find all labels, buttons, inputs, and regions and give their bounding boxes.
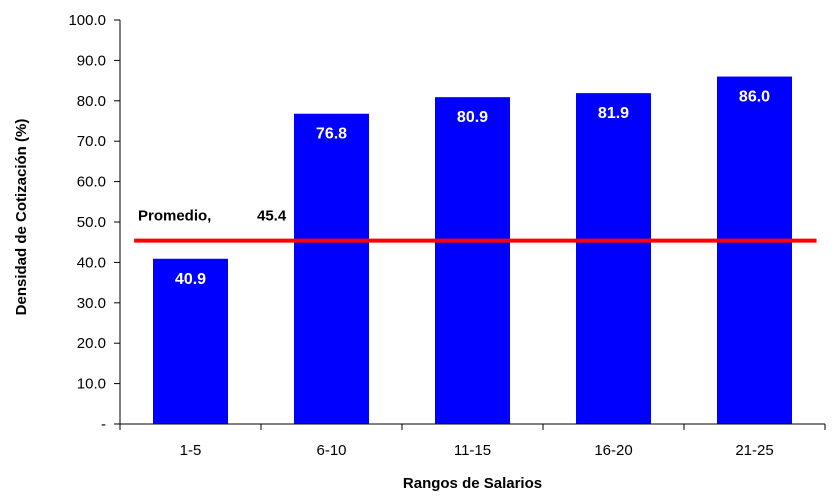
- bar: [717, 76, 792, 424]
- y-tick-label: 30.0: [77, 295, 106, 312]
- average-label: Promedio,: [138, 208, 211, 225]
- bar: [153, 258, 228, 424]
- y-tick-label: 10.0: [77, 376, 106, 393]
- bar: [576, 93, 651, 425]
- y-axis-ticks: - 10.0 20.0 30.0 40.0 50.0 60.0 70.0 80.0 90.0 100…: [68, 12, 120, 433]
- y-tick-label: 70.0: [77, 133, 106, 150]
- y-axis-title: Densidad de Cotización (%): [13, 119, 30, 316]
- bars-group: [153, 76, 792, 425]
- bar: [294, 113, 369, 424]
- data-label: 81.9: [598, 105, 629, 122]
- data-labels-group: 40.9 76.8 80.9 81.9 86.0: [175, 89, 770, 288]
- bar: [435, 97, 510, 424]
- data-label: 76.8: [316, 126, 347, 143]
- x-axis-ticks: 1-5 6-10 11-15 16-20 21-25: [119, 424, 826, 459]
- x-axis-title: Rangos de Salarios: [403, 475, 542, 492]
- y-tick-label: 90.0: [77, 52, 106, 69]
- x-tick-label: 6-10: [316, 442, 346, 459]
- x-tick-label: 16-20: [594, 442, 632, 459]
- y-tick-label: 50.0: [77, 214, 106, 231]
- x-tick-label: 21-25: [735, 442, 773, 459]
- data-label: 40.9: [175, 271, 206, 288]
- y-tick-label: 100.0: [68, 12, 106, 29]
- average-value-label: 45.4: [257, 208, 287, 225]
- y-tick-label: 80.0: [77, 93, 106, 110]
- y-tick-label: 40.0: [77, 254, 106, 271]
- x-tick-label: 11-15: [454, 442, 491, 459]
- y-tick-label: -: [101, 416, 106, 433]
- data-label: 86.0: [739, 89, 770, 106]
- data-label: 80.9: [457, 109, 488, 126]
- y-tick-label: 20.0: [77, 335, 106, 352]
- x-tick-label: 1-5: [180, 442, 202, 459]
- y-tick-label: 60.0: [77, 174, 106, 191]
